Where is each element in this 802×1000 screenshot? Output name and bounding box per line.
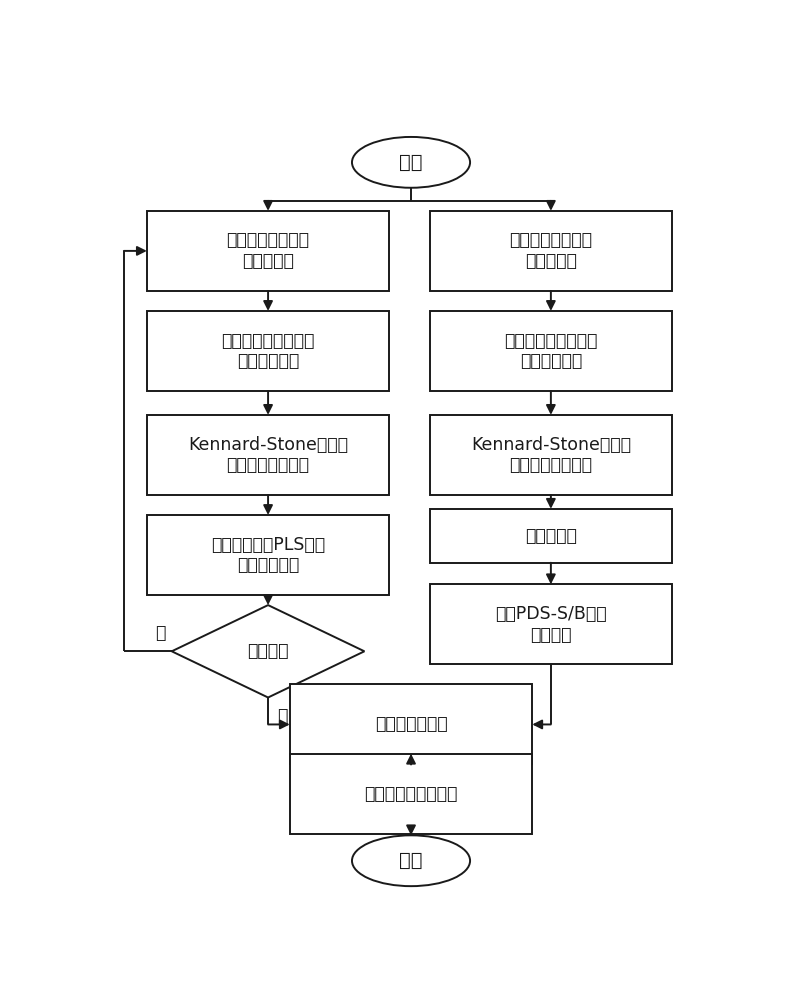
Text: 采集土壤样品，设
定为从样品: 采集土壤样品，设 定为从样品: [509, 232, 593, 270]
FancyBboxPatch shape: [147, 311, 389, 391]
Text: 坏: 坏: [155, 624, 165, 642]
Text: 预测未知集养分含量: 预测未知集养分含量: [364, 785, 458, 803]
Text: 采集土壤样品，设
定为主样品: 采集土壤样品，设 定为主样品: [227, 232, 310, 270]
Ellipse shape: [352, 835, 470, 886]
Polygon shape: [172, 605, 364, 698]
Text: 主样品养分模型: 主样品养分模型: [375, 715, 448, 733]
Text: 效果判别: 效果判别: [247, 642, 289, 660]
FancyBboxPatch shape: [147, 515, 389, 595]
FancyBboxPatch shape: [290, 684, 533, 764]
FancyBboxPatch shape: [430, 415, 672, 495]
Text: 光谱预处理: 光谱预处理: [525, 527, 577, 545]
Text: 结束: 结束: [399, 851, 423, 870]
Ellipse shape: [352, 137, 470, 188]
Text: 光谱预处理及PLS建立
养分校正模型: 光谱预处理及PLS建立 养分校正模型: [211, 536, 325, 574]
Text: 测定从样品光谱数据
和养分含量值: 测定从样品光谱数据 和养分含量值: [504, 332, 597, 370]
FancyBboxPatch shape: [430, 311, 672, 391]
Text: Kennard-Stone算法划
分标准集和未知集: Kennard-Stone算法划 分标准集和未知集: [471, 436, 631, 474]
Text: 采用PDS-S/B算法
模型转移: 采用PDS-S/B算法 模型转移: [495, 605, 606, 644]
FancyBboxPatch shape: [430, 584, 672, 664]
FancyBboxPatch shape: [430, 211, 672, 291]
FancyBboxPatch shape: [147, 415, 389, 495]
Text: Kennard-Stone算法划
分校正集和检验集: Kennard-Stone算法划 分校正集和检验集: [188, 436, 348, 474]
FancyBboxPatch shape: [290, 754, 533, 834]
FancyBboxPatch shape: [147, 211, 389, 291]
Text: 好: 好: [277, 707, 288, 725]
FancyBboxPatch shape: [430, 509, 672, 563]
Text: 测定主样品光谱数据
和养分含量值: 测定主样品光谱数据 和养分含量值: [221, 332, 314, 370]
Text: 开始: 开始: [399, 153, 423, 172]
